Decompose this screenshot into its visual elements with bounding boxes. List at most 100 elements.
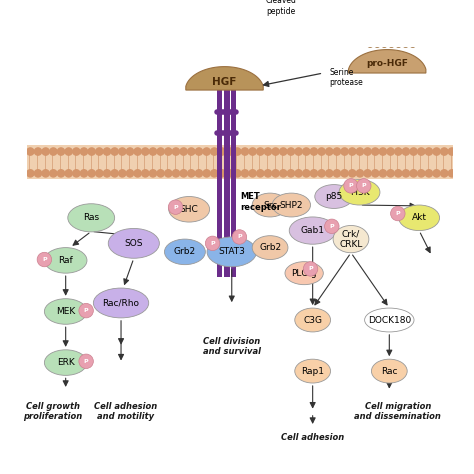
Circle shape (295, 170, 302, 177)
Circle shape (73, 170, 80, 177)
Text: MEK: MEK (56, 307, 75, 316)
Text: Rac: Rac (381, 366, 398, 375)
Circle shape (195, 170, 202, 177)
Circle shape (341, 148, 348, 155)
FancyBboxPatch shape (224, 151, 229, 174)
Circle shape (349, 170, 356, 177)
FancyBboxPatch shape (224, 174, 229, 276)
Circle shape (271, 29, 277, 35)
Text: Rap1: Rap1 (301, 366, 324, 375)
Circle shape (418, 170, 425, 177)
Text: Akt: Akt (411, 213, 427, 222)
Circle shape (280, 170, 287, 177)
Circle shape (349, 148, 356, 155)
Circle shape (381, 41, 388, 47)
Circle shape (79, 303, 93, 318)
Text: Grb2: Grb2 (174, 247, 196, 256)
Circle shape (387, 170, 394, 177)
Circle shape (303, 262, 318, 276)
Circle shape (364, 170, 371, 177)
Circle shape (149, 148, 156, 155)
Ellipse shape (339, 180, 380, 205)
Circle shape (88, 148, 95, 155)
Circle shape (164, 148, 172, 155)
Text: SHC: SHC (180, 205, 199, 214)
Ellipse shape (399, 205, 439, 230)
Circle shape (325, 219, 339, 234)
Circle shape (249, 148, 256, 155)
FancyBboxPatch shape (217, 151, 222, 174)
Ellipse shape (45, 299, 87, 324)
Circle shape (364, 148, 371, 155)
Circle shape (318, 148, 325, 155)
Circle shape (379, 148, 386, 155)
Circle shape (374, 41, 381, 47)
Text: Serine
protease: Serine protease (330, 68, 364, 87)
Circle shape (205, 236, 220, 251)
Text: p85: p85 (325, 192, 343, 201)
Text: HGF: HGF (212, 77, 237, 87)
Circle shape (79, 354, 93, 369)
Circle shape (180, 148, 187, 155)
FancyBboxPatch shape (217, 78, 222, 151)
Circle shape (168, 200, 183, 214)
Ellipse shape (169, 197, 210, 222)
Circle shape (402, 41, 409, 47)
Circle shape (232, 230, 246, 244)
Circle shape (333, 170, 340, 177)
Circle shape (418, 148, 425, 155)
Text: Ras: Ras (83, 213, 99, 222)
Text: P: P (210, 241, 215, 246)
Polygon shape (348, 50, 426, 73)
Text: Rac/Rho: Rac/Rho (102, 299, 139, 308)
Text: MET
receptor: MET receptor (240, 192, 281, 212)
Circle shape (272, 148, 279, 155)
Circle shape (81, 148, 88, 155)
Circle shape (310, 170, 318, 177)
Circle shape (372, 148, 379, 155)
Text: P: P (84, 359, 89, 364)
Text: Src: Src (263, 201, 277, 210)
Circle shape (425, 170, 433, 177)
Circle shape (356, 170, 364, 177)
Circle shape (188, 148, 195, 155)
Circle shape (280, 148, 287, 155)
Circle shape (188, 170, 195, 177)
Ellipse shape (372, 359, 407, 383)
Circle shape (37, 252, 52, 267)
Circle shape (180, 170, 187, 177)
Ellipse shape (333, 226, 369, 253)
Polygon shape (186, 67, 263, 90)
Circle shape (241, 170, 248, 177)
Ellipse shape (45, 247, 87, 273)
Text: pro-HGF: pro-HGF (366, 59, 408, 68)
Text: Gab1: Gab1 (301, 226, 325, 235)
FancyBboxPatch shape (231, 78, 237, 151)
Text: Crk/
CRKL: Crk/ CRKL (339, 229, 363, 249)
Ellipse shape (365, 308, 414, 332)
Text: Cell division
and survival: Cell division and survival (203, 337, 261, 356)
Circle shape (27, 148, 34, 155)
Text: P: P (173, 205, 178, 210)
Circle shape (425, 148, 433, 155)
Circle shape (318, 170, 325, 177)
Circle shape (410, 148, 417, 155)
Circle shape (344, 179, 358, 193)
Circle shape (118, 148, 126, 155)
Circle shape (395, 148, 402, 155)
Circle shape (448, 170, 456, 177)
FancyBboxPatch shape (224, 78, 229, 151)
Circle shape (387, 148, 394, 155)
Text: Cell growth
proliferation: Cell growth proliferation (23, 402, 82, 421)
Polygon shape (268, 33, 302, 43)
Circle shape (287, 170, 294, 177)
Ellipse shape (295, 359, 330, 383)
FancyBboxPatch shape (27, 146, 453, 180)
Circle shape (379, 170, 386, 177)
Circle shape (226, 148, 233, 155)
Circle shape (50, 148, 57, 155)
Circle shape (203, 148, 210, 155)
Ellipse shape (315, 184, 353, 209)
Circle shape (35, 148, 42, 155)
Circle shape (127, 170, 134, 177)
